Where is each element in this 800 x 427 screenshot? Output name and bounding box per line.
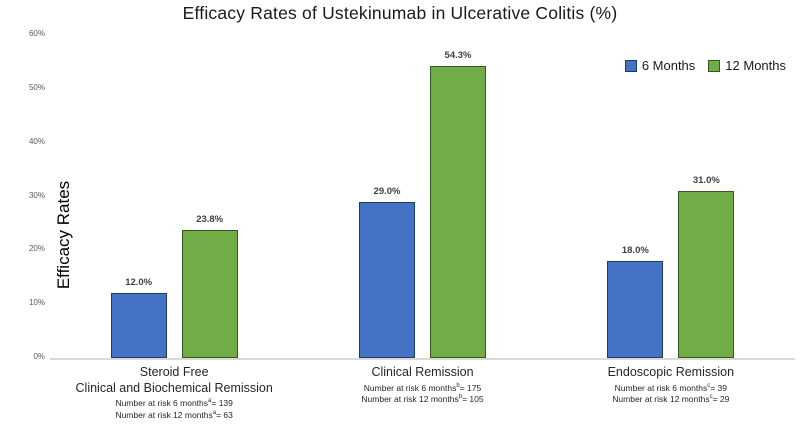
bar-6-months (359, 201, 415, 358)
y-axis-tick-label: 0% (33, 352, 45, 361)
number-at-risk-annotation: Number at risk 6 monthsb= 175 (363, 382, 482, 393)
number-at-risk-annotation: Number at risk 6 monthsa= 139 (115, 398, 233, 408)
legend-swatch-icon (624, 59, 637, 72)
legend-label: 12 Months (725, 58, 786, 73)
y-axis-tick-label: 40% (28, 136, 45, 146)
category-label: Steroid Free (139, 365, 209, 379)
bar-12-months (181, 229, 238, 358)
y-axis-tick-label: 30% (28, 190, 45, 200)
bar-12-months (430, 65, 486, 358)
bar-12-months (678, 191, 735, 358)
legend-item-12-months: 12 Months (708, 58, 786, 73)
y-axis-tick-label: 10% (28, 298, 45, 308)
plot-area: Efficacy Rates 0% 10% 20% 30% 40% 50% 60% 12.0%… (29, 29, 795, 420)
bar-6-months (110, 293, 167, 358)
number-at-risk-annotation: Number at risk 12 monthsb= 105 (361, 394, 484, 404)
bar-value-label: 18.0% (621, 245, 649, 257)
category-label: Endoscopic Remission (607, 365, 735, 379)
chart-legend: 6 Months 12 Months (624, 58, 786, 73)
category-label: Clinical Remission (371, 365, 474, 379)
bar-value-label: 54.3% (444, 49, 472, 61)
category-label-block: Steroid Free Clinical and Biochemical Rem… (24, 365, 324, 421)
number-at-risk-annotation: Number at risk 6 monthsc= 39 (614, 382, 728, 393)
bar-value-label: 31.0% (692, 175, 720, 187)
category-label-block: Endoscopic Remission Number at risk 6 mon… (521, 365, 800, 406)
y-axis-tick-label: 50% (28, 82, 45, 92)
legend-item-6-months: 6 Months (624, 58, 696, 73)
bar-value-label: 12.0% (125, 277, 153, 289)
bar-value-label: 29.0% (373, 185, 401, 197)
legend-swatch-icon (708, 59, 721, 72)
category-label-block: Clinical Remission Number at risk 6 month… (273, 365, 573, 406)
number-at-risk-annotation: Number at risk 12 monthsc= 29 (612, 394, 730, 404)
category-label: Clinical and Biochemical Remission (75, 380, 273, 395)
y-axis-tick-label: 20% (28, 244, 45, 254)
bar-value-label: 23.8% (196, 213, 224, 225)
y-axis-tick-label: 60% (28, 29, 45, 38)
chart-title: Efficacy Rates of Ustekinumab in Ulcerat… (182, 3, 618, 23)
bar-6-months (607, 261, 664, 358)
y-axis-title: Efficacy Rates (54, 180, 73, 290)
legend-label: 6 Months (641, 58, 696, 73)
number-at-risk-annotation: Number at risk 12 monthsa= 63 (115, 409, 233, 420)
